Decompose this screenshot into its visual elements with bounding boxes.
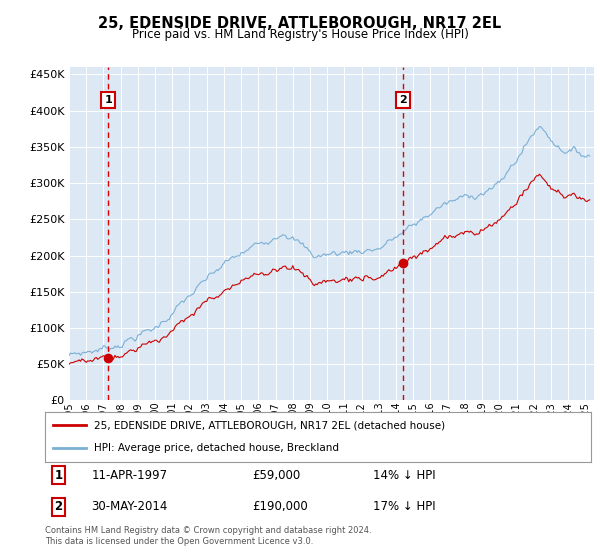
Text: £190,000: £190,000 bbox=[253, 500, 308, 513]
Text: 17% ↓ HPI: 17% ↓ HPI bbox=[373, 500, 435, 513]
Text: Price paid vs. HM Land Registry's House Price Index (HPI): Price paid vs. HM Land Registry's House … bbox=[131, 28, 469, 41]
Text: 30-MAY-2014: 30-MAY-2014 bbox=[91, 500, 168, 513]
Text: 1: 1 bbox=[104, 95, 112, 105]
Text: 14% ↓ HPI: 14% ↓ HPI bbox=[373, 469, 435, 482]
Text: HPI: Average price, detached house, Breckland: HPI: Average price, detached house, Brec… bbox=[94, 444, 339, 454]
Text: £59,000: £59,000 bbox=[253, 469, 301, 482]
Text: 11-APR-1997: 11-APR-1997 bbox=[91, 469, 167, 482]
Text: 25, EDENSIDE DRIVE, ATTLEBOROUGH, NR17 2EL (detached house): 25, EDENSIDE DRIVE, ATTLEBOROUGH, NR17 2… bbox=[94, 420, 445, 430]
Text: 1: 1 bbox=[55, 469, 63, 482]
Text: 2: 2 bbox=[399, 95, 407, 105]
Text: 25, EDENSIDE DRIVE, ATTLEBOROUGH, NR17 2EL: 25, EDENSIDE DRIVE, ATTLEBOROUGH, NR17 2… bbox=[98, 16, 502, 31]
Text: Contains HM Land Registry data © Crown copyright and database right 2024.
This d: Contains HM Land Registry data © Crown c… bbox=[45, 526, 371, 546]
Text: 2: 2 bbox=[55, 500, 63, 513]
